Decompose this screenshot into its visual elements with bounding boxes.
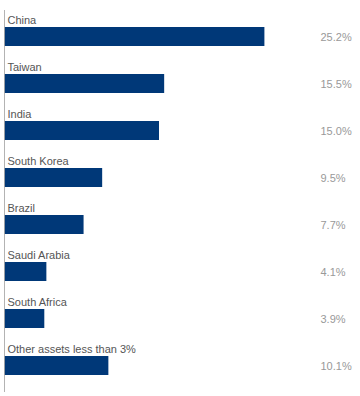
svg-text:25.2%: 25.2%	[321, 31, 352, 43]
svg-text:9.5%: 9.5%	[321, 172, 346, 184]
svg-text:3.9%: 3.9%	[321, 313, 346, 325]
svg-text:15.0%: 15.0%	[321, 125, 352, 137]
svg-text:China: China	[8, 14, 38, 26]
svg-text:15.5%: 15.5%	[321, 78, 352, 90]
svg-text:India: India	[8, 108, 33, 120]
svg-text:South Africa: South Africa	[8, 296, 68, 308]
svg-text:10.1%: 10.1%	[321, 360, 352, 372]
svg-text:Brazil: Brazil	[8, 202, 36, 214]
svg-text:Taiwan: Taiwan	[8, 61, 42, 73]
svg-text:South Korea: South Korea	[8, 155, 70, 167]
svg-text:Other assets less than 3%: Other assets less than 3%	[8, 343, 137, 355]
svg-text:Saudi Arabia: Saudi Arabia	[8, 249, 71, 261]
svg-text:7.7%: 7.7%	[321, 219, 346, 231]
svg-text:4.1%: 4.1%	[321, 266, 346, 278]
